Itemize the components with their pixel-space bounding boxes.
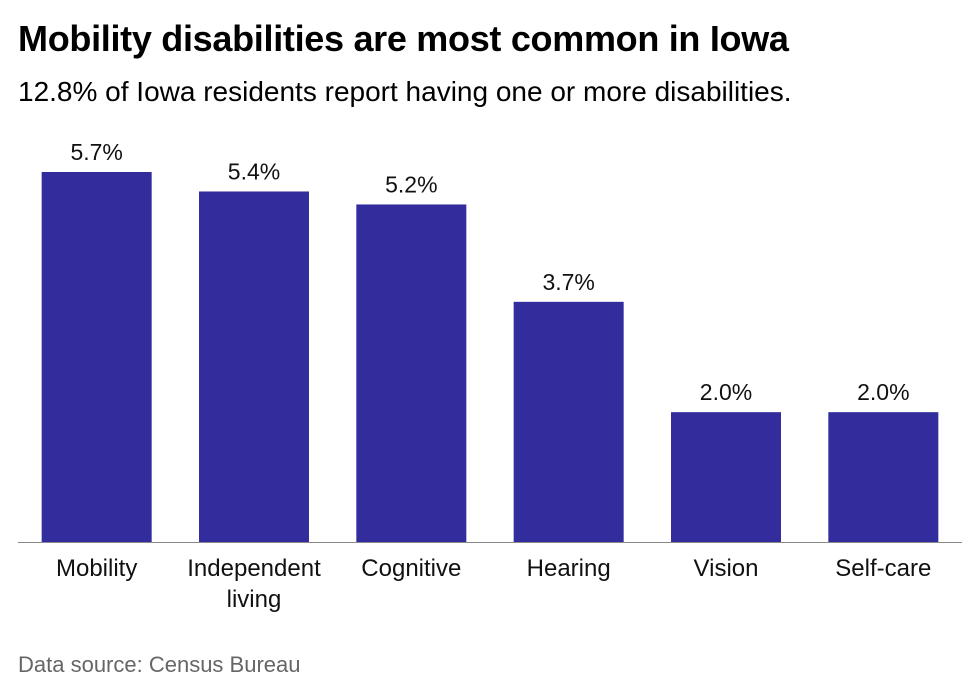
bar-mobility — [41, 172, 152, 542]
bar-hearing — [513, 301, 624, 542]
value-label: 3.7% — [542, 269, 594, 295]
category-label: Independent — [187, 555, 321, 582]
bar-vision — [671, 412, 781, 542]
value-label: 5.7% — [70, 139, 122, 165]
value-label: 5.4% — [228, 158, 280, 184]
data-source: Data source: Census Bureau — [18, 652, 301, 677]
category-label: living — [227, 586, 282, 613]
value-label: 2.0% — [700, 379, 752, 405]
bar-independent-living — [199, 191, 309, 542]
value-label: 2.0% — [857, 379, 909, 405]
category-label: Cognitive — [361, 555, 461, 582]
value-labels-layer: 5.7% 5.4% 5.2% 3.7% 2.0% 2.0% — [70, 139, 909, 405]
category-label: Mobility — [56, 555, 137, 582]
chart-subtitle: 12.8% of Iowa residents report having on… — [18, 76, 792, 107]
bar-self-care — [828, 412, 939, 542]
category-label: Vision — [694, 555, 759, 582]
category-labels-layer: Mobility Independent living Cognitive Hearin… — [56, 555, 931, 613]
value-label: 5.2% — [385, 171, 437, 197]
chart-title: Mobility disabilities are most common in… — [18, 18, 789, 59]
bar-chart: 5.7% 5.4% 5.2% 3.7% 2.0% 2.0% Mobility Indepen… — [18, 139, 962, 613]
bar-cognitive — [356, 204, 467, 542]
category-label: Self-care — [835, 555, 931, 582]
bars-layer — [41, 172, 939, 542]
category-label: Hearing — [527, 555, 611, 582]
